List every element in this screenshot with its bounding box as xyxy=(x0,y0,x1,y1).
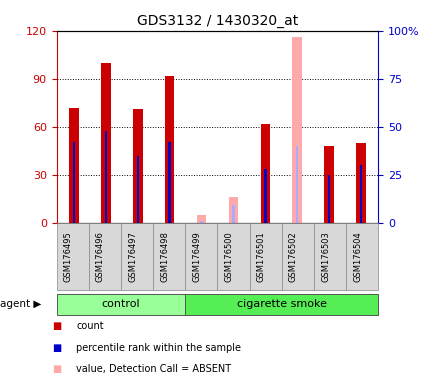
Text: GSM176502: GSM176502 xyxy=(288,231,297,282)
Text: agent ▶: agent ▶ xyxy=(0,299,41,310)
Bar xyxy=(359,165,362,223)
Text: GSM176497: GSM176497 xyxy=(128,231,137,282)
Text: GSM176495: GSM176495 xyxy=(63,231,72,282)
Text: value, Detection Call = ABSENT: value, Detection Call = ABSENT xyxy=(76,364,231,374)
Title: GDS3132 / 1430320_at: GDS3132 / 1430320_at xyxy=(137,14,297,28)
Text: GSM176503: GSM176503 xyxy=(320,231,329,282)
Bar xyxy=(133,109,142,223)
Text: ■: ■ xyxy=(52,364,61,374)
Text: percentile rank within the sample: percentile rank within the sample xyxy=(76,343,240,353)
Bar xyxy=(323,146,333,223)
Bar xyxy=(200,221,202,223)
Text: GSM176501: GSM176501 xyxy=(256,231,265,282)
Text: ■: ■ xyxy=(52,321,61,331)
Bar xyxy=(101,63,111,223)
Bar xyxy=(263,169,266,223)
Text: GSM176496: GSM176496 xyxy=(95,231,105,282)
Bar xyxy=(232,205,234,223)
Text: GSM176504: GSM176504 xyxy=(352,231,362,282)
Text: cigarette smoke: cigarette smoke xyxy=(237,299,326,310)
Bar xyxy=(69,108,79,223)
Text: ■: ■ xyxy=(52,343,61,353)
Bar xyxy=(228,197,238,223)
Text: count: count xyxy=(76,321,104,331)
Bar xyxy=(292,37,301,223)
Bar xyxy=(196,215,206,223)
Bar xyxy=(295,146,298,223)
Text: GSM176499: GSM176499 xyxy=(192,231,201,282)
Bar xyxy=(136,156,139,223)
Bar xyxy=(105,131,107,223)
Bar xyxy=(355,143,365,223)
Text: control: control xyxy=(102,299,140,310)
Bar xyxy=(260,124,270,223)
Text: GSM176498: GSM176498 xyxy=(160,231,169,282)
Bar xyxy=(168,142,171,223)
Text: GSM176500: GSM176500 xyxy=(224,231,233,282)
Bar xyxy=(72,142,75,223)
Bar xyxy=(327,175,329,223)
Bar xyxy=(164,76,174,223)
